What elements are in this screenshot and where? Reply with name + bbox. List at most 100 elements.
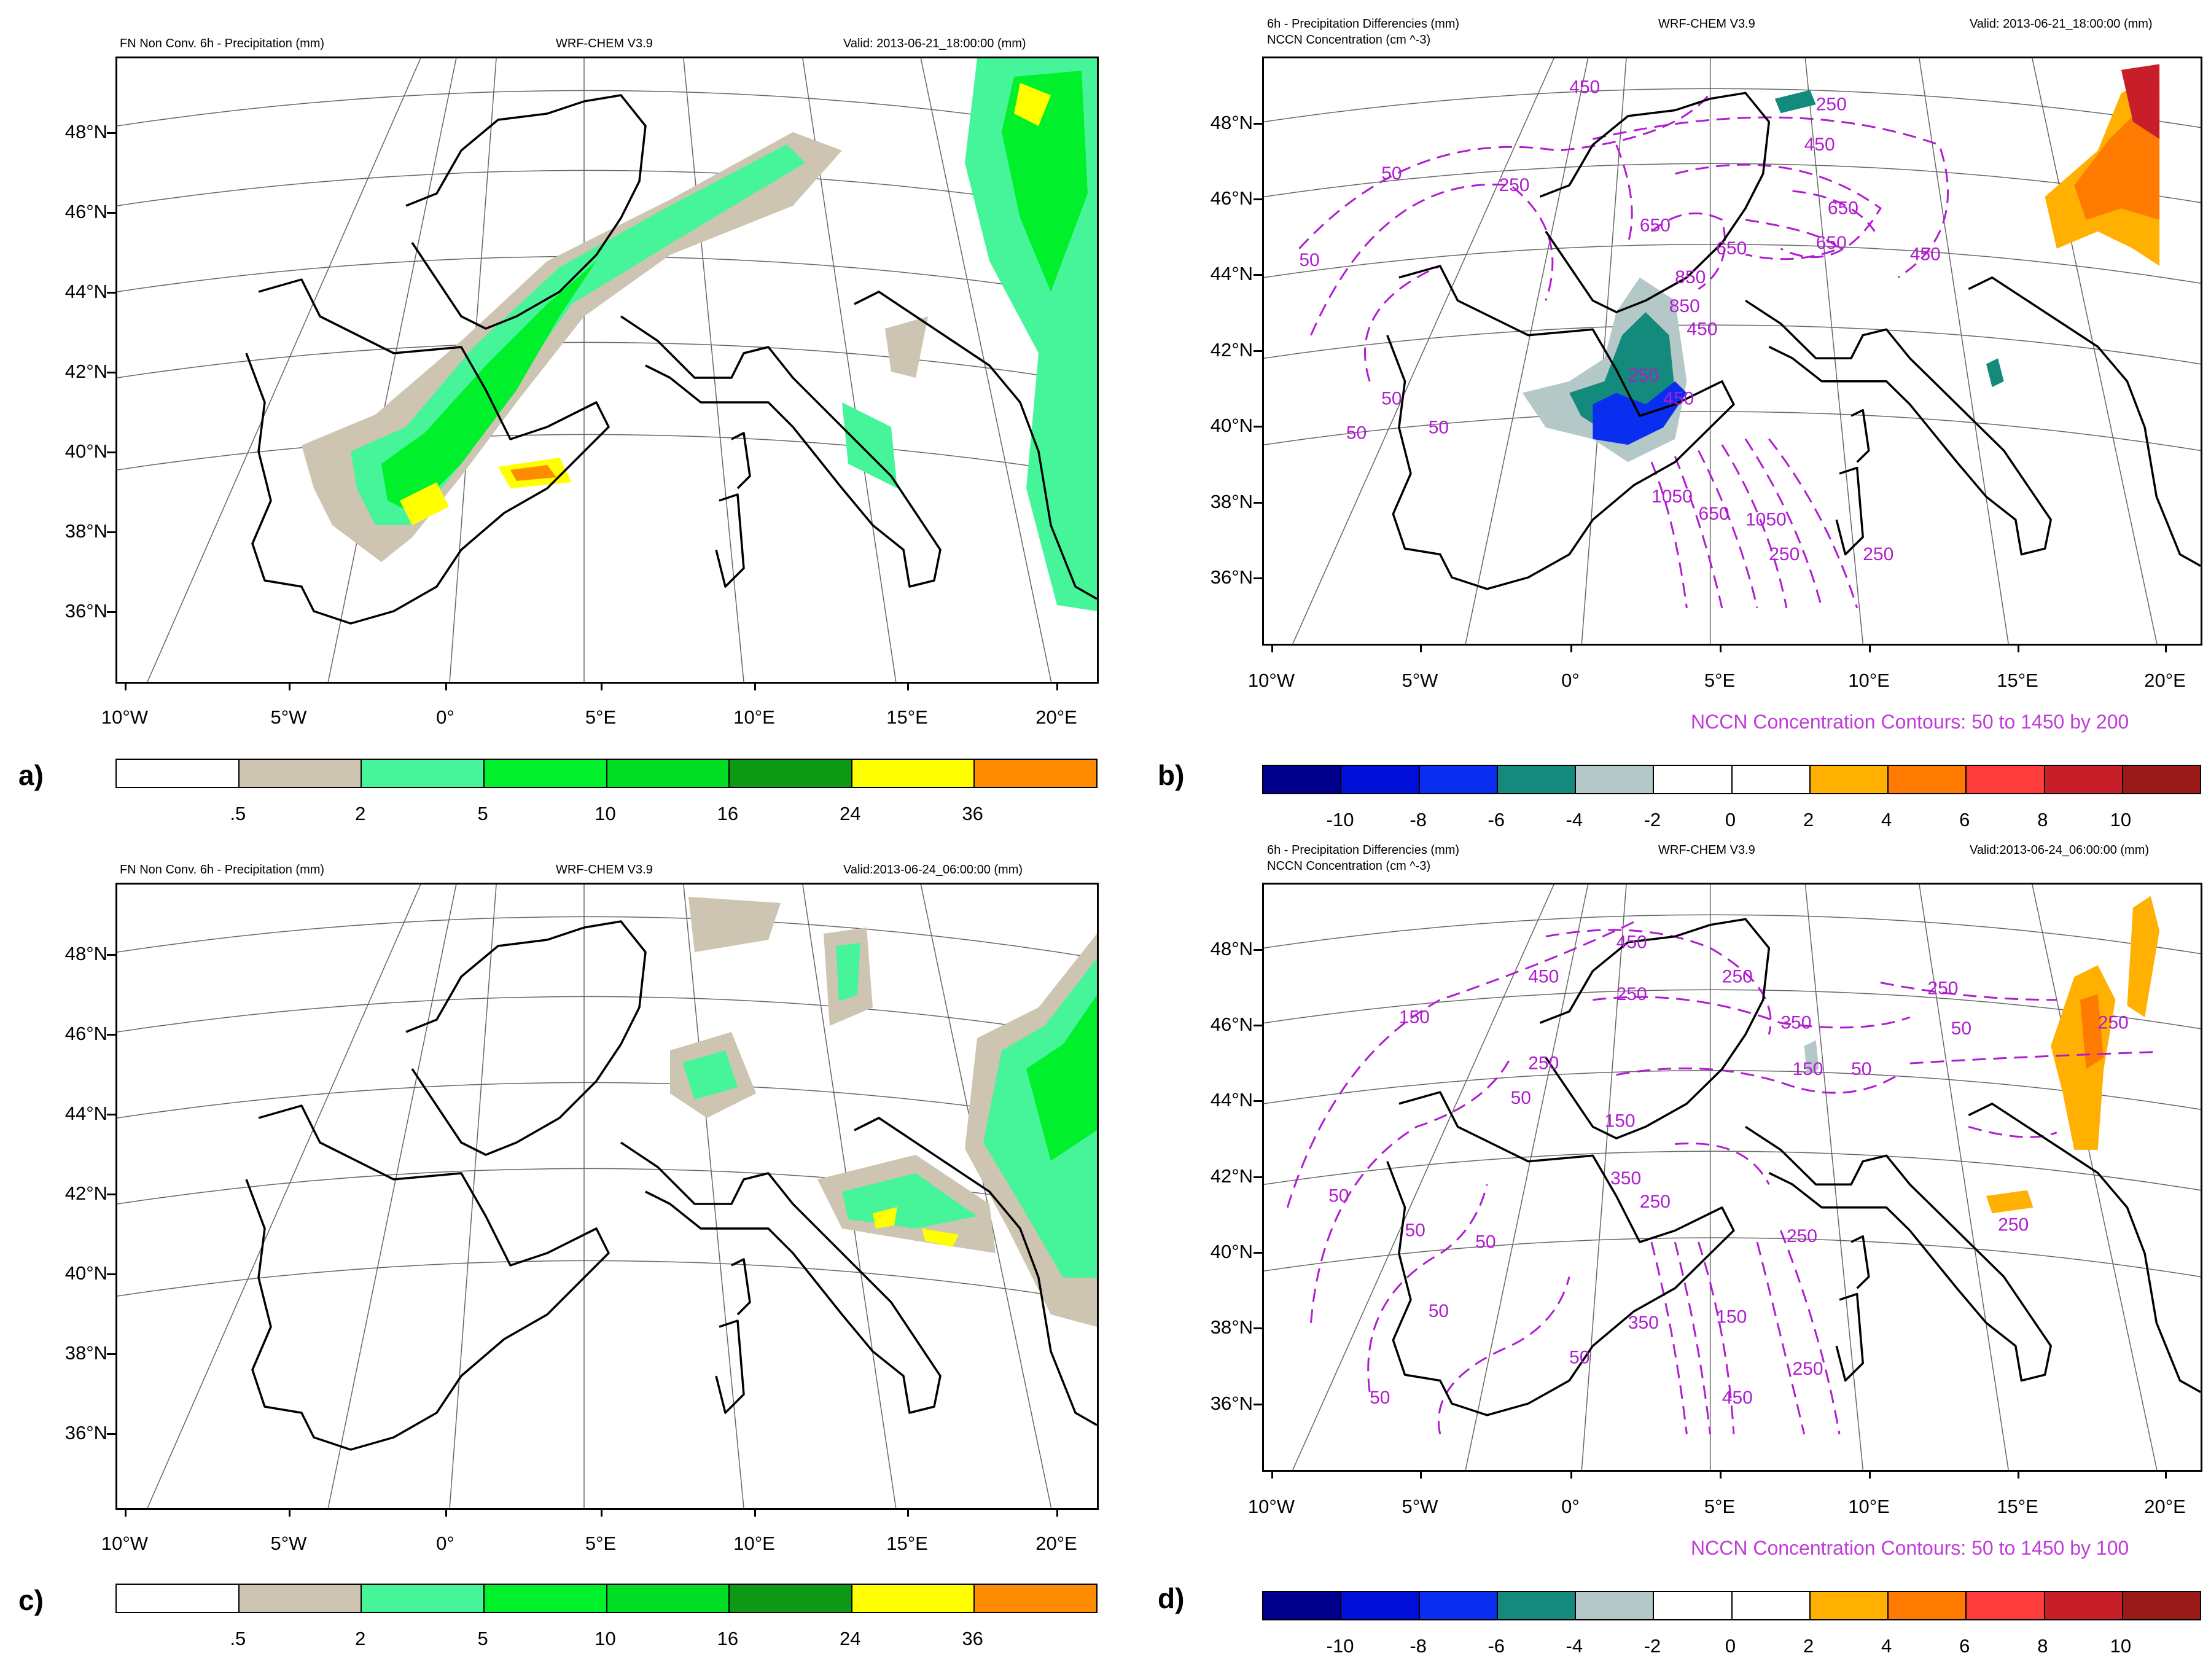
nccn-contour-label: 250 [1628, 365, 1659, 386]
longitude-line [1581, 58, 1627, 644]
coastline [715, 493, 745, 588]
lat-label: 42°N [1210, 1165, 1253, 1187]
nccn-contour [1756, 1241, 1806, 1435]
lat-tick [107, 1433, 115, 1435]
nccn-contour [1310, 1057, 1511, 1323]
lon-label: 15°E [1997, 670, 2038, 691]
nccn-contour-label: 450 [1663, 388, 1694, 408]
lon-label: 10°E [733, 706, 775, 728]
latitude-line [1264, 989, 2201, 1029]
nccn-contour-label: 250 [1616, 984, 1647, 1004]
lon-tick [907, 682, 909, 690]
colorbar-segment [362, 1585, 485, 1612]
lat-tick [107, 531, 115, 533]
colorbar-label: 6 [1959, 1635, 1970, 1657]
colorbar-segment [1654, 766, 1733, 793]
lat-tick [1254, 577, 1262, 579]
lon-label: 0° [436, 706, 454, 728]
panel-b-subtitle: NCCN Concentration (cm ^-3) [1267, 33, 1431, 47]
colorbar-segment [1341, 766, 1420, 793]
lat-tick [107, 1353, 115, 1355]
nccn-contour-label: 250 [2098, 1013, 2129, 1033]
longitude-line [327, 885, 457, 1508]
panel-a-model: WRF-CHEM V3.9 [556, 37, 653, 50]
longitude-line [147, 885, 421, 1508]
colorbar-segment [484, 1585, 607, 1612]
lon-label: 10°E [1848, 1496, 1890, 1517]
lat-label: 38°N [1210, 491, 1253, 512]
coastline [1745, 299, 2052, 556]
colorbar-label: -6 [1488, 809, 1505, 830]
colorbar-segment [2123, 766, 2200, 793]
nccn-contour [1298, 92, 1711, 249]
lon-label: 15°E [886, 1533, 928, 1554]
nccn-contour [1674, 456, 1723, 609]
nccn-contour-label: 450 [1616, 932, 1647, 952]
coastline [405, 94, 647, 330]
lon-tick [445, 1508, 447, 1517]
nccn-contour-label: 450 [1910, 244, 1941, 265]
colorbar-label: -4 [1566, 809, 1583, 830]
lon-label: 5°E [585, 1533, 617, 1554]
nccn-contour-label: 650 [1699, 504, 1729, 524]
colorbar-segment [1419, 766, 1498, 793]
lon-label: 20°E [1035, 1533, 1077, 1554]
nccn-contour-label: 50 [1370, 1388, 1390, 1408]
latitude-line [1264, 324, 2201, 365]
nccn-contour-label: 50 [1475, 1232, 1495, 1252]
lon-tick [1720, 1470, 1722, 1479]
nccn-contour [1909, 1050, 2160, 1065]
lon-label: 20°E [2144, 1496, 2186, 1517]
lat-label: 40°N [64, 1262, 107, 1284]
nccn-contour [1745, 219, 1841, 260]
lat-tick [107, 1194, 115, 1195]
lon-tick [1720, 644, 1722, 652]
nccn-contour-label: 450 [1804, 135, 1835, 155]
colorbar-label: 16 [717, 803, 739, 824]
precipitation-area [873, 1207, 897, 1229]
colorbar-segment [1341, 1592, 1420, 1619]
nccn-contour-label: 450 [1687, 319, 1717, 340]
colorbar-segment [1576, 1592, 1655, 1619]
panel-b-label: b) [1158, 759, 1185, 791]
panel-c-map [115, 883, 1099, 1510]
coastline [1968, 276, 2201, 567]
lat-label: 40°N [64, 440, 107, 462]
precipitation-area [510, 465, 556, 481]
nccn-contour-label: 250 [1998, 1214, 2029, 1235]
lat-label: 40°N [1210, 415, 1253, 436]
latitude-line [117, 1082, 1097, 1125]
nccn-contour [1545, 929, 1772, 1035]
nccn-contour-label: 1050 [1745, 510, 1787, 530]
lon-tick [289, 682, 291, 690]
colorbar-label: 16 [717, 1628, 739, 1649]
longitude-line [1581, 885, 1627, 1470]
latitude-line [1264, 914, 2201, 955]
nccn-contour-label: 650 [1816, 233, 1847, 253]
panel-d-title: 6h - Precipitation Differencies (mm) [1267, 843, 1460, 857]
nccn-contour-label: 350 [1628, 1313, 1659, 1333]
colorbar-segment [1654, 1592, 1733, 1619]
colorbar-label: 4 [1881, 1635, 1892, 1657]
colorbar-segment [975, 760, 1096, 787]
nccn-contour-label: 50 [1299, 250, 1319, 270]
colorbar-segment [852, 1585, 975, 1612]
colorbar-segment [975, 1585, 1096, 1612]
nccn-contour-label: 50 [1429, 417, 1449, 437]
colorbar-label: -4 [1566, 1635, 1583, 1657]
panel-d-model: WRF-CHEM V3.9 [1658, 843, 1755, 857]
nccn-contour [1615, 144, 1633, 243]
coastline [245, 1104, 610, 1451]
lon-label: 5°W [270, 706, 307, 728]
lon-label: 15°E [1997, 1496, 2038, 1517]
lat-tick [107, 132, 115, 134]
nccn-contour-label: 250 [1722, 967, 1753, 987]
nccn-contour [1593, 116, 1949, 279]
colorbar-segment [1810, 1592, 1889, 1619]
lat-label: 48°N [64, 943, 107, 964]
nccn-contour-label: 450 [1722, 1388, 1753, 1408]
colorbar-segment [1419, 1592, 1498, 1619]
panel-a-title: FN Non Conv. 6h - Precipitation (mm) [120, 37, 325, 50]
nccn-contour-label: 250 [1499, 175, 1529, 195]
